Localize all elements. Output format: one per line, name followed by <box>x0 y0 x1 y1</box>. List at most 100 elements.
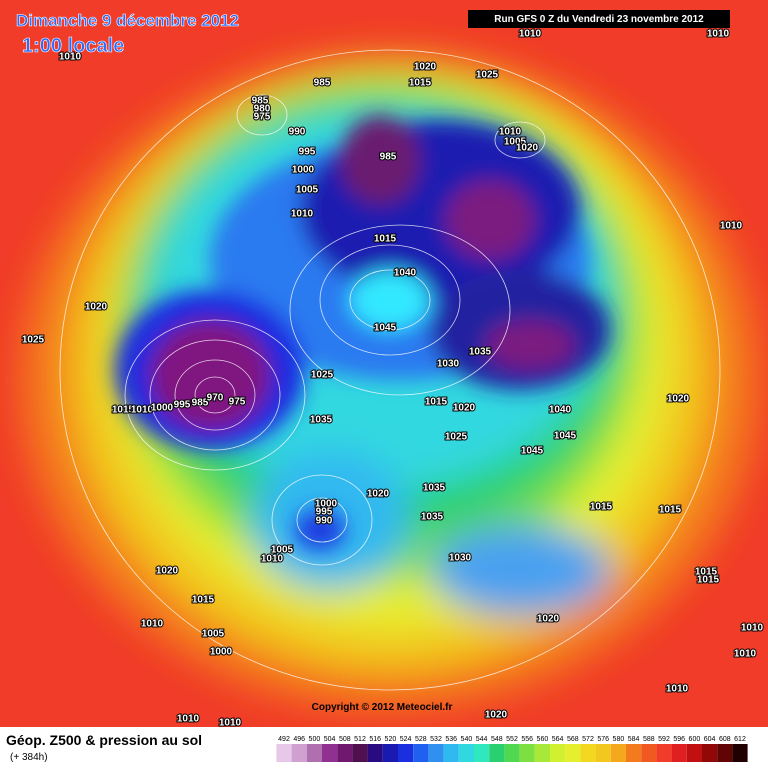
scale-value: 608 <box>719 736 731 743</box>
isobar-label: 1005 <box>271 545 294 556</box>
isobar-label: 1010 <box>720 221 743 232</box>
scale-swatch <box>458 744 474 762</box>
isobar-label: 1005 <box>296 185 319 196</box>
isobar-label: 1015 <box>590 502 613 513</box>
scale-value: 492 <box>278 736 290 743</box>
isobar-label: 1010 <box>131 405 154 416</box>
isobar-label: 1010 <box>141 619 164 630</box>
isobar-label: 1005 <box>202 629 225 640</box>
isobar-label: 985 <box>314 78 331 89</box>
field <box>0 0 768 727</box>
scale-swatch <box>595 744 611 762</box>
scale-value: 592 <box>658 736 670 743</box>
scale-value: 600 <box>689 736 701 743</box>
scale-swatch <box>489 744 505 762</box>
isobar-label: 1015 <box>112 405 135 416</box>
scale-value: 520 <box>385 736 397 743</box>
scale-swatch <box>686 744 702 762</box>
isobar-label: 1010 <box>59 52 82 63</box>
run-box <box>468 10 730 28</box>
scale-value: 532 <box>430 736 442 743</box>
scale-value: 588 <box>643 736 655 743</box>
isobar-label: 1010 <box>261 554 284 565</box>
isobar-label: 1010 <box>291 209 314 220</box>
scale-swatch <box>337 744 353 762</box>
scale-swatch <box>534 744 550 762</box>
isobar-label: 970 <box>207 393 224 404</box>
scale-value: 560 <box>537 736 549 743</box>
scale-value: 580 <box>613 736 625 743</box>
run-info: Run GFS 0 Z du Vendredi 23 novembre 2012 <box>494 14 704 25</box>
isobar-label: 1025 <box>311 370 334 381</box>
copyright: Copyright © 2012 Meteociel.fr <box>312 702 453 713</box>
isobar-label: 1015 <box>192 595 215 606</box>
isobar-label: 985 <box>192 398 209 409</box>
isobar-label: 1010 <box>707 29 730 40</box>
scale-value: 496 <box>293 736 305 743</box>
isobar-label: 995 <box>174 400 191 411</box>
scale-swatch <box>550 744 566 762</box>
isobar-label: 1020 <box>485 710 508 721</box>
isobar-label: 1020 <box>414 62 437 73</box>
isobar-label: 1015 <box>695 567 718 578</box>
isobar-label: 1015 <box>659 505 682 516</box>
isobar-label: 975 <box>254 112 271 123</box>
isobar-label: 1015 <box>409 78 432 89</box>
scale-value: 612 <box>734 736 746 743</box>
scale-swatch <box>504 744 520 762</box>
scale-swatch <box>641 744 657 762</box>
isobar-label: 1000 <box>210 647 233 658</box>
isobar-label: 1020 <box>667 394 690 405</box>
isobar-label: 995 <box>299 147 316 158</box>
time: 1:00 locale <box>22 35 124 57</box>
scale-value: 536 <box>445 736 457 743</box>
isobar-label: 1015 <box>697 575 720 586</box>
isobar-label: 1020 <box>156 566 179 577</box>
isobar-label: 980 <box>254 104 271 115</box>
isobar-label: 1035 <box>423 483 446 494</box>
isobar-label: 990 <box>316 516 333 527</box>
scale-value: 516 <box>369 736 381 743</box>
scale-swatch <box>276 744 292 762</box>
scale-swatch <box>519 744 535 762</box>
isobar-label: 1000 <box>151 403 174 414</box>
scale-swatch <box>428 744 444 762</box>
isobar-label: 995 <box>316 507 333 518</box>
isobar-label: 1010 <box>219 718 242 729</box>
scale-value: 568 <box>567 736 579 743</box>
date: Dimanche 9 décembre 2012 <box>16 11 239 30</box>
scale-swatch <box>443 744 459 762</box>
scale-value: 544 <box>476 736 488 743</box>
isobar-label: 1010 <box>741 623 764 634</box>
scale-swatch <box>671 744 687 762</box>
isobar-label: 1010 <box>734 649 757 660</box>
scale-value: 508 <box>339 736 351 743</box>
isobar-label: 1045 <box>374 323 397 334</box>
scale-swatch <box>382 744 398 762</box>
isobar-label: 1020 <box>85 302 108 313</box>
isobar-label: 985 <box>380 152 397 163</box>
scale-value: 564 <box>552 736 564 743</box>
isobar-label: 975 <box>229 397 246 408</box>
isobar-label: 1015 <box>425 397 448 408</box>
isobar-label: 1045 <box>554 431 577 442</box>
isobar-label: 1020 <box>367 489 390 500</box>
isobar-label: 990 <box>289 127 306 138</box>
isobar-label: 1010 <box>499 127 522 138</box>
scale-value: 540 <box>461 736 473 743</box>
scale-value: 500 <box>309 736 321 743</box>
scale-swatch <box>626 744 642 762</box>
isobar-label: 1025 <box>445 432 468 443</box>
scale-swatch <box>291 744 307 762</box>
scale-value: 504 <box>324 736 336 743</box>
isobar-label: 1020 <box>537 614 560 625</box>
isobar-label: 1035 <box>310 415 333 426</box>
scale-value: 528 <box>415 736 427 743</box>
isobar-label: 1030 <box>449 553 472 564</box>
scale-swatch <box>474 744 490 762</box>
scale-value: 524 <box>400 736 412 743</box>
scale-value: 548 <box>491 736 503 743</box>
isobar-label: 1010 <box>519 29 542 40</box>
scale-swatch <box>580 744 596 762</box>
